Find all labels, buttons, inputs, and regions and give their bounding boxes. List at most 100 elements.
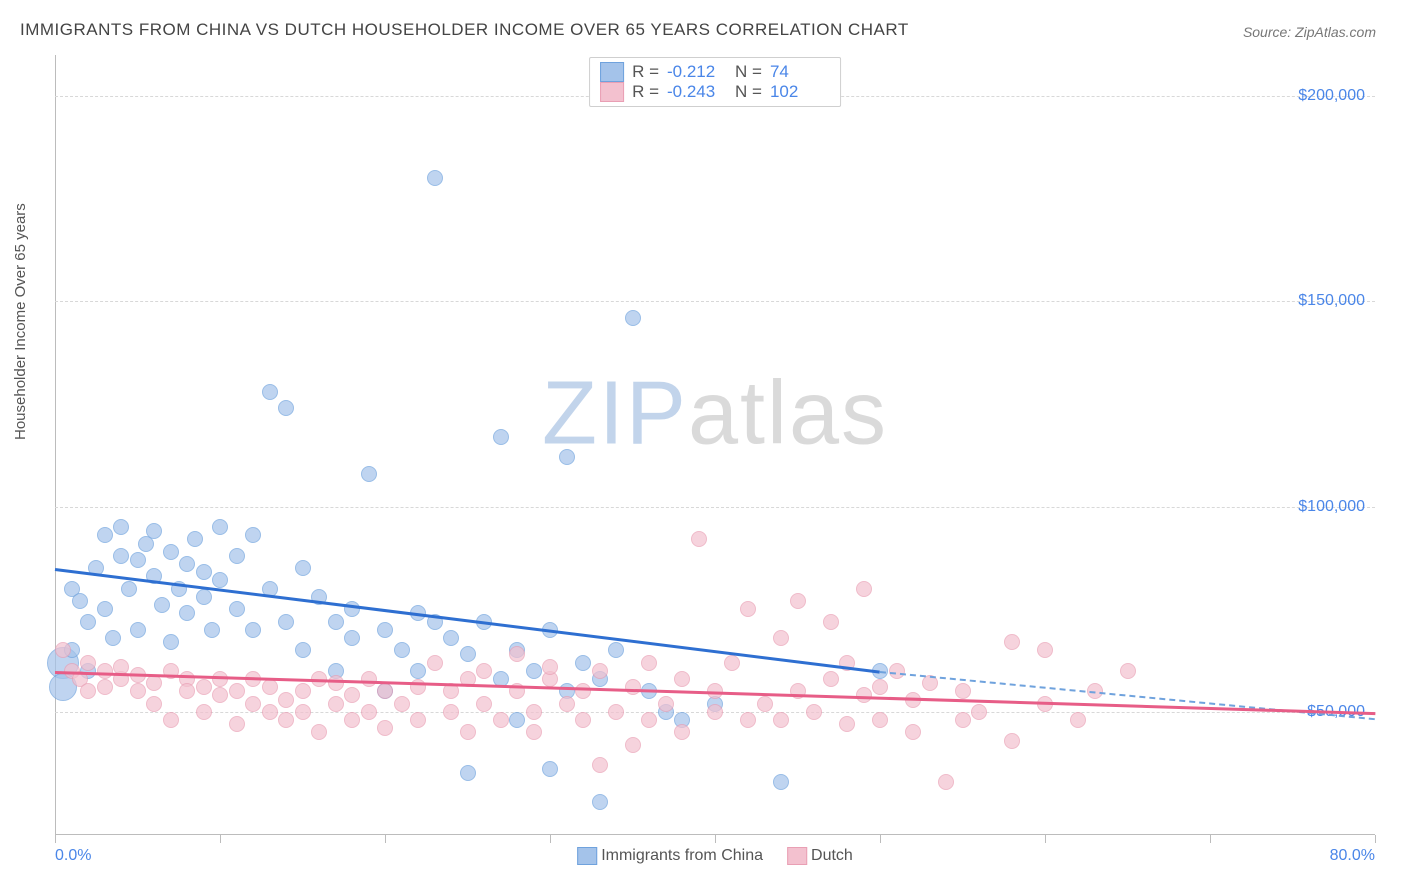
scatter-point-dutch [674,724,690,740]
scatter-point-dutch [707,704,723,720]
scatter-point-dutch [608,704,624,720]
scatter-point-dutch [262,679,278,695]
legend-row-china: R = -0.212N = 74 [600,62,830,82]
scatter-point-china [146,523,162,539]
legend-row-dutch: R = -0.243 N = 102 [600,82,830,102]
scatter-point-dutch [592,757,608,773]
scatter-point-dutch [806,704,822,720]
scatter-point-china [204,622,220,638]
legend-swatch-china [577,847,597,865]
scatter-point-china [245,622,261,638]
scatter-point-dutch [740,601,756,617]
source-attribution: Source: ZipAtlas.com [1243,24,1376,40]
scatter-point-dutch [361,671,377,687]
legend-label: Dutch [811,847,853,864]
legend-R-label: R = [632,82,659,102]
scatter-point-dutch [641,712,657,728]
scatter-point-china [460,646,476,662]
scatter-point-china [113,548,129,564]
scatter-point-china [575,655,591,671]
scatter-point-dutch [344,712,360,728]
scatter-point-dutch [1004,634,1020,650]
x-axis-min-label: 0.0% [55,847,91,865]
legend-N-label: N = [735,82,762,102]
legend-R-label: R = [632,62,659,82]
scatter-point-china [80,614,96,630]
scatter-point-china [526,663,542,679]
scatter-point-dutch [1037,642,1053,658]
scatter-point-china [394,642,410,658]
x-tick [385,835,386,843]
y-axis-label: Householder Income Over 65 years [12,203,29,440]
gridline [55,301,1375,302]
scatter-point-china [278,400,294,416]
scatter-point-dutch [130,683,146,699]
scatter-point-dutch [476,696,492,712]
scatter-point-china [179,605,195,621]
scatter-point-dutch [856,581,872,597]
scatter-point-dutch [641,655,657,671]
scatter-point-china [154,597,170,613]
scatter-point-dutch [559,696,575,712]
scatter-point-china [328,614,344,630]
scatter-point-dutch [229,716,245,732]
scatter-point-dutch [212,687,228,703]
watermark-rest: atlas [688,363,888,463]
legend-N-label: N = [735,62,762,82]
scatter-point-dutch [394,696,410,712]
x-tick [1375,835,1376,843]
x-tick [1045,835,1046,843]
scatter-point-dutch [163,712,179,728]
scatter-point-dutch [1120,663,1136,679]
scatter-point-china [187,531,203,547]
scatter-point-china [443,630,459,646]
scatter-point-dutch [592,663,608,679]
scatter-point-dutch [427,655,443,671]
scatter-point-china [179,556,195,572]
scatter-point-china [344,630,360,646]
scatter-point-dutch [971,704,987,720]
scatter-point-china [608,642,624,658]
scatter-point-china [212,519,228,535]
scatter-point-dutch [773,630,789,646]
scatter-point-china [278,614,294,630]
y-tick-label: $200,000 [1298,87,1365,105]
scatter-point-dutch [377,683,393,699]
legend-item-china: Immigrants from China [577,847,763,865]
legend-R-value: -0.243 [667,82,727,102]
gridline [55,507,1375,508]
scatter-point-china [72,593,88,609]
scatter-point-china [97,527,113,543]
scatter-point-dutch [295,683,311,699]
scatter-point-dutch [196,679,212,695]
scatter-point-china [592,794,608,810]
y-tick-label: $150,000 [1298,292,1365,310]
scatter-point-china [105,630,121,646]
scatter-point-dutch [328,696,344,712]
y-tick-label: $100,000 [1298,498,1365,516]
scatter-point-dutch [311,724,327,740]
scatter-point-dutch [955,712,971,728]
scatter-point-dutch [724,655,740,671]
scatter-point-dutch [344,687,360,703]
x-axis-max-label: 80.0% [1330,847,1375,865]
scatter-point-dutch [493,712,509,728]
scatter-point-dutch [295,704,311,720]
scatter-point-dutch [80,683,96,699]
scatter-point-dutch [658,696,674,712]
scatter-point-china [196,589,212,605]
legend-item-dutch: Dutch [787,847,853,865]
legend-N-value: 74 [770,62,830,82]
legend-series: Immigrants from China Dutch [577,847,853,865]
scatter-point-china [295,642,311,658]
scatter-point-china [212,572,228,588]
scatter-point-dutch [542,659,558,675]
scatter-point-dutch [1070,712,1086,728]
x-tick [715,835,716,843]
scatter-point-dutch [97,663,113,679]
scatter-point-china [295,560,311,576]
scatter-point-dutch [328,675,344,691]
scatter-point-dutch [443,704,459,720]
scatter-point-china [559,449,575,465]
legend-N-value: 102 [770,82,830,102]
